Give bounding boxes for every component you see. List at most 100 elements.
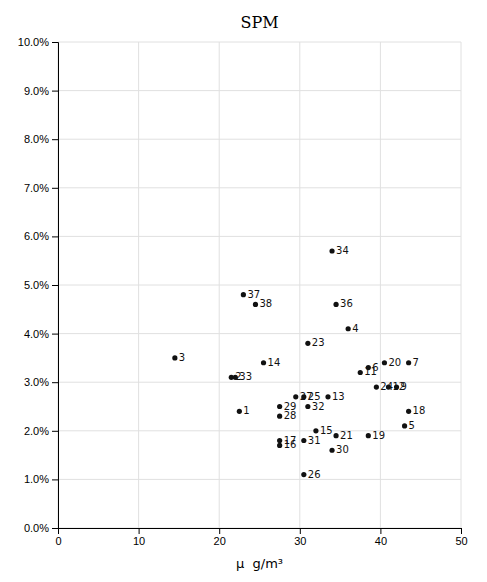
y-tick: 10.0% [18, 36, 58, 48]
grid-line-y [58, 479, 461, 480]
y-tick: 2.0% [24, 425, 58, 437]
point [325, 394, 330, 399]
y-tick: 9.0% [24, 85, 58, 97]
point [172, 355, 177, 360]
y-tick-label: 8.0% [24, 133, 49, 145]
x-tick: 20 [214, 528, 226, 547]
y-tick: 8.0% [24, 133, 58, 145]
y-tick: 4.0% [24, 328, 58, 340]
x-tick-label: 40 [375, 535, 387, 547]
x-tick: 30 [294, 528, 306, 547]
point-label: 18 [413, 405, 426, 416]
point-label: 4 [352, 323, 358, 334]
grid-line-y [58, 187, 461, 188]
y-axis-line [52, 43, 59, 529]
point-label: 23 [312, 337, 325, 348]
y-tick: 5.0% [24, 279, 58, 291]
x-tick-label: 20 [214, 535, 226, 547]
x-tick: 40 [375, 528, 387, 547]
point [301, 438, 306, 443]
point-label: 24 [380, 381, 393, 392]
point [261, 360, 266, 365]
x-tick-mark [219, 528, 220, 534]
point-label: 17 [284, 435, 297, 446]
point-label: 7 [413, 357, 419, 368]
point-label: 13 [332, 391, 345, 402]
point-label: 1 [243, 405, 249, 416]
point-label: 20 [388, 357, 401, 368]
x-tick-mark [139, 528, 140, 534]
point-label: 36 [340, 298, 353, 309]
point-label: 38 [259, 298, 272, 309]
grid-line-y [58, 42, 461, 43]
point [382, 360, 387, 365]
x-axis-title: μ g/m³ [236, 556, 283, 571]
grid-line-y [58, 285, 461, 286]
grid-line-y [58, 236, 461, 237]
y-tick: 3.0% [24, 376, 58, 388]
title: SPM [240, 13, 278, 32]
point-label: 21 [340, 430, 353, 441]
x-tick-label: 50 [455, 535, 467, 547]
point-label: 28 [284, 410, 297, 421]
x-axis-line [59, 529, 462, 535]
point [305, 341, 310, 346]
point-label: 31 [308, 435, 321, 446]
point [406, 360, 411, 365]
point-label: 26 [308, 469, 321, 480]
y-tick-label: 0.0% [24, 522, 49, 534]
y-tick-mark [52, 479, 58, 480]
y-tick-mark [52, 334, 58, 335]
y-tick-mark [52, 188, 58, 189]
grid-line-y [58, 333, 461, 334]
point [277, 443, 282, 448]
y-tick: 1.0% [24, 473, 58, 485]
point [346, 326, 351, 331]
y-tick-label: 10.0% [18, 36, 49, 48]
point-label: 14 [268, 357, 281, 368]
y-tick-label: 4.0% [24, 328, 49, 340]
point-label: 33 [239, 371, 252, 382]
x-tick-label: 30 [294, 535, 306, 547]
point-label: 15 [320, 425, 333, 436]
point [329, 248, 334, 253]
x-tick-mark [380, 528, 381, 534]
y-tick-label: 7.0% [24, 182, 49, 194]
point-label: 12 [392, 381, 405, 392]
point [329, 448, 334, 453]
point [277, 404, 282, 409]
y-tick-mark [52, 382, 58, 383]
point [402, 423, 407, 428]
x-tick: 10 [133, 528, 145, 547]
point-label: 19 [372, 430, 385, 441]
point [277, 414, 282, 419]
point [374, 384, 379, 389]
point-label: 34 [336, 245, 349, 256]
y-tick: 7.0% [24, 182, 58, 194]
y-tick: 6.0% [24, 230, 58, 242]
x-axis: 0 10 20 30 40 50 [55, 528, 467, 547]
x-tick-label: 0 [55, 535, 61, 547]
point-labels: 1234567911121314151617181920212324252627… [179, 245, 425, 480]
grid-line-y [58, 139, 461, 140]
point-label: 32 [312, 401, 325, 412]
x-tick-label: 10 [133, 535, 145, 547]
y-tick-label: 9.0% [24, 85, 49, 97]
y-tick-mark [52, 431, 58, 432]
point [313, 428, 318, 433]
point-label: 3 [179, 352, 185, 363]
x-tick-mark [461, 528, 462, 534]
x-tick: 50 [455, 528, 467, 547]
point [406, 409, 411, 414]
point [305, 404, 310, 409]
grid-line-y [58, 90, 461, 91]
y-tick: 0.0% [24, 522, 58, 534]
point [333, 433, 338, 438]
point [333, 302, 338, 307]
points [172, 248, 411, 477]
point-label: 5 [409, 420, 415, 431]
point-label: 30 [336, 444, 349, 455]
point [241, 292, 246, 297]
y-tick-label: 5.0% [24, 279, 49, 291]
point [237, 409, 242, 414]
